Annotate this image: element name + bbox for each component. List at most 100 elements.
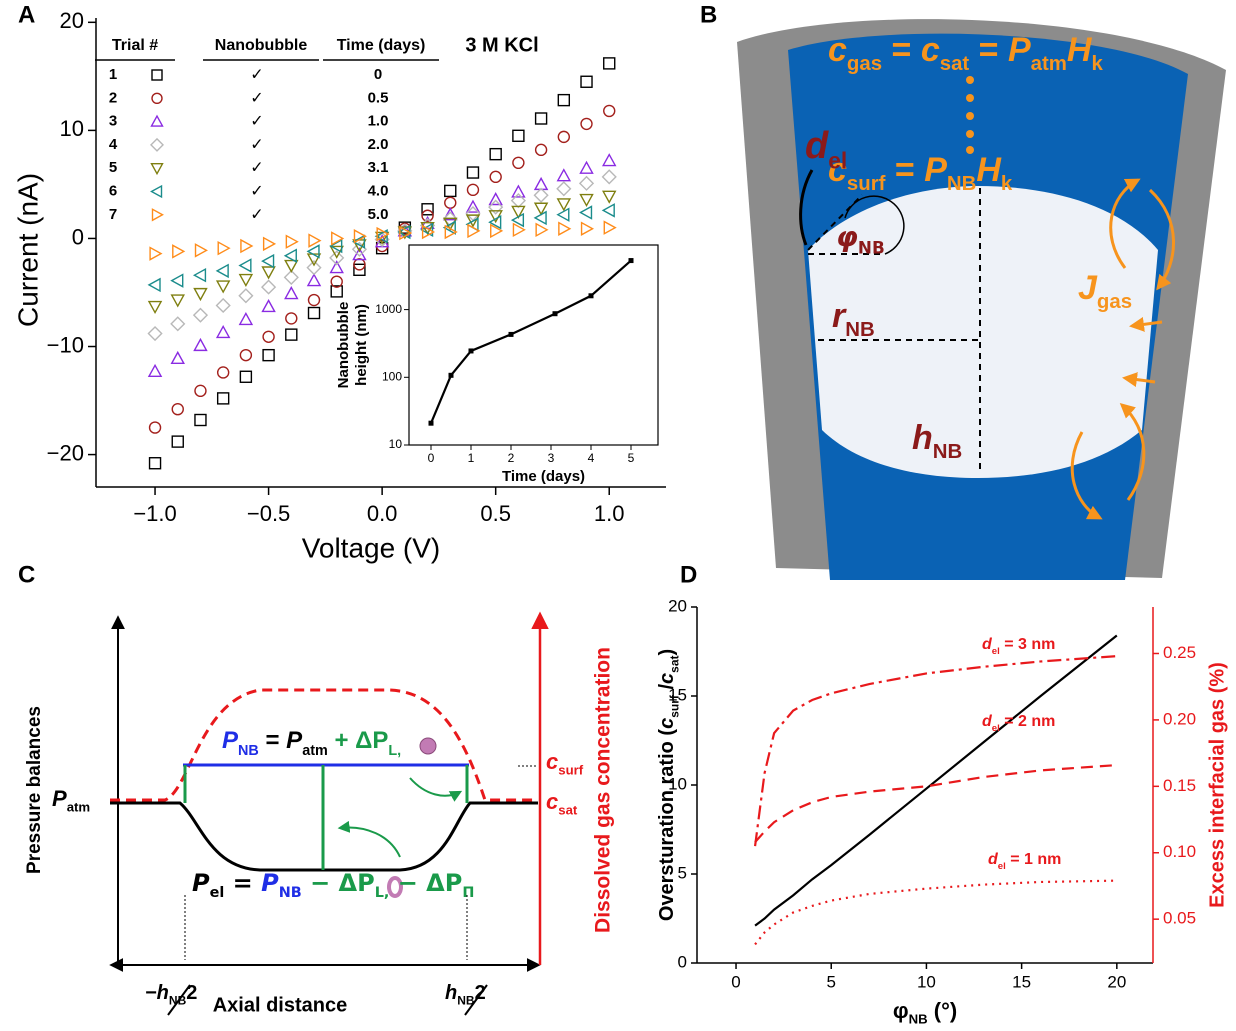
time-label: 5.0 (368, 206, 389, 223)
x-axis-title: φNB (°) (893, 998, 957, 1027)
marker (601, 169, 617, 185)
marker (217, 240, 231, 256)
marker (170, 350, 185, 365)
text-part: − ΔP (302, 869, 375, 897)
marker (489, 147, 502, 161)
x-tick-label: −1.0 (133, 501, 176, 526)
marker (308, 233, 322, 248)
marker (443, 217, 458, 231)
symbol: csat (546, 789, 578, 818)
panel-label: D (680, 561, 697, 588)
text-part: d (982, 713, 993, 730)
text-part: c (656, 673, 678, 684)
text-part: P (286, 727, 303, 754)
time-label: 3.1 (368, 159, 389, 176)
marker (374, 229, 388, 244)
x-tick-label: 20 (1107, 972, 1126, 991)
text-part: NB (909, 1012, 928, 1027)
text-part: k (1001, 173, 1013, 195)
text-part: Oversturation ratio ( (656, 729, 678, 922)
y2-tick-label: 0.05 (1163, 909, 1196, 928)
y-tick-label: 15 (668, 685, 687, 704)
symbol: hNB (912, 419, 962, 463)
marker (284, 259, 299, 273)
marker (351, 234, 366, 249)
marker (420, 222, 434, 238)
dashed-line (807, 194, 863, 251)
marker (194, 413, 207, 427)
marker (534, 112, 548, 125)
marker (285, 234, 299, 249)
marker (601, 190, 617, 204)
x-tick-label: 0 (428, 451, 435, 465)
marker (306, 273, 322, 287)
data-line (753, 655, 1117, 847)
marker (510, 193, 526, 209)
marker (588, 293, 594, 299)
y2-tick-label: 0.15 (1163, 776, 1196, 795)
check-mark: ✓ (250, 181, 263, 200)
marker (601, 203, 615, 218)
y-tick-label: 20 (668, 596, 687, 615)
marker (443, 207, 458, 221)
text-part: h (445, 982, 457, 1004)
marker (465, 206, 481, 222)
text-part: φ (836, 220, 858, 253)
marker (239, 348, 253, 362)
marker (508, 331, 514, 337)
marker (239, 370, 253, 383)
marker (194, 243, 208, 258)
text-part: L, (375, 885, 390, 901)
marker (467, 223, 481, 239)
text-part: 2 (475, 982, 486, 1004)
time-label: 2.0 (368, 136, 389, 153)
inset-frame (408, 244, 659, 446)
series-label: del = 2 nm (982, 713, 1055, 733)
marker (376, 226, 390, 242)
marker (533, 210, 547, 226)
marker (215, 324, 231, 339)
marker (556, 181, 572, 197)
panel-label: B (700, 1, 717, 28)
check-mark: ✓ (250, 204, 263, 223)
marker (285, 312, 298, 325)
fraction-slash (167, 984, 191, 1016)
y-axis-title: height (nm) (353, 304, 370, 386)
check-mark: ✓ (250, 111, 263, 130)
marker (603, 57, 616, 70)
marker (306, 244, 320, 259)
marker (421, 224, 436, 240)
marker (329, 238, 343, 254)
x-tick-label: 5 (826, 972, 835, 991)
marker (557, 93, 571, 107)
marker (444, 224, 458, 240)
nanobubble (808, 186, 1158, 478)
text-part: ) (656, 649, 678, 656)
marker (603, 104, 616, 118)
text-part: (°) (928, 998, 958, 1023)
text-part: gas (1097, 291, 1132, 313)
curvature-icon (387, 876, 403, 898)
axis-tick-label: −hNB2 (145, 982, 197, 1007)
legend-label: 3 (109, 113, 117, 130)
legend-marker (151, 208, 164, 222)
marker (240, 238, 254, 254)
thickness-arc (799, 169, 814, 246)
legend-marker (150, 137, 164, 152)
marker (601, 153, 617, 167)
marker (147, 277, 161, 293)
text-part: d (805, 125, 829, 167)
marker (306, 260, 322, 276)
panel-label: A (18, 1, 35, 28)
text-part: c (656, 718, 678, 729)
marker (261, 266, 276, 280)
text-part: surf (558, 763, 584, 778)
legend-label: 7 (109, 206, 117, 223)
marker (329, 245, 344, 259)
marker (170, 316, 186, 332)
y-axis-title: Current (nA) (12, 173, 43, 327)
y-tick-label: 10 (389, 437, 403, 451)
text-part: = 3 nm (1000, 636, 1056, 653)
marker (488, 210, 503, 224)
